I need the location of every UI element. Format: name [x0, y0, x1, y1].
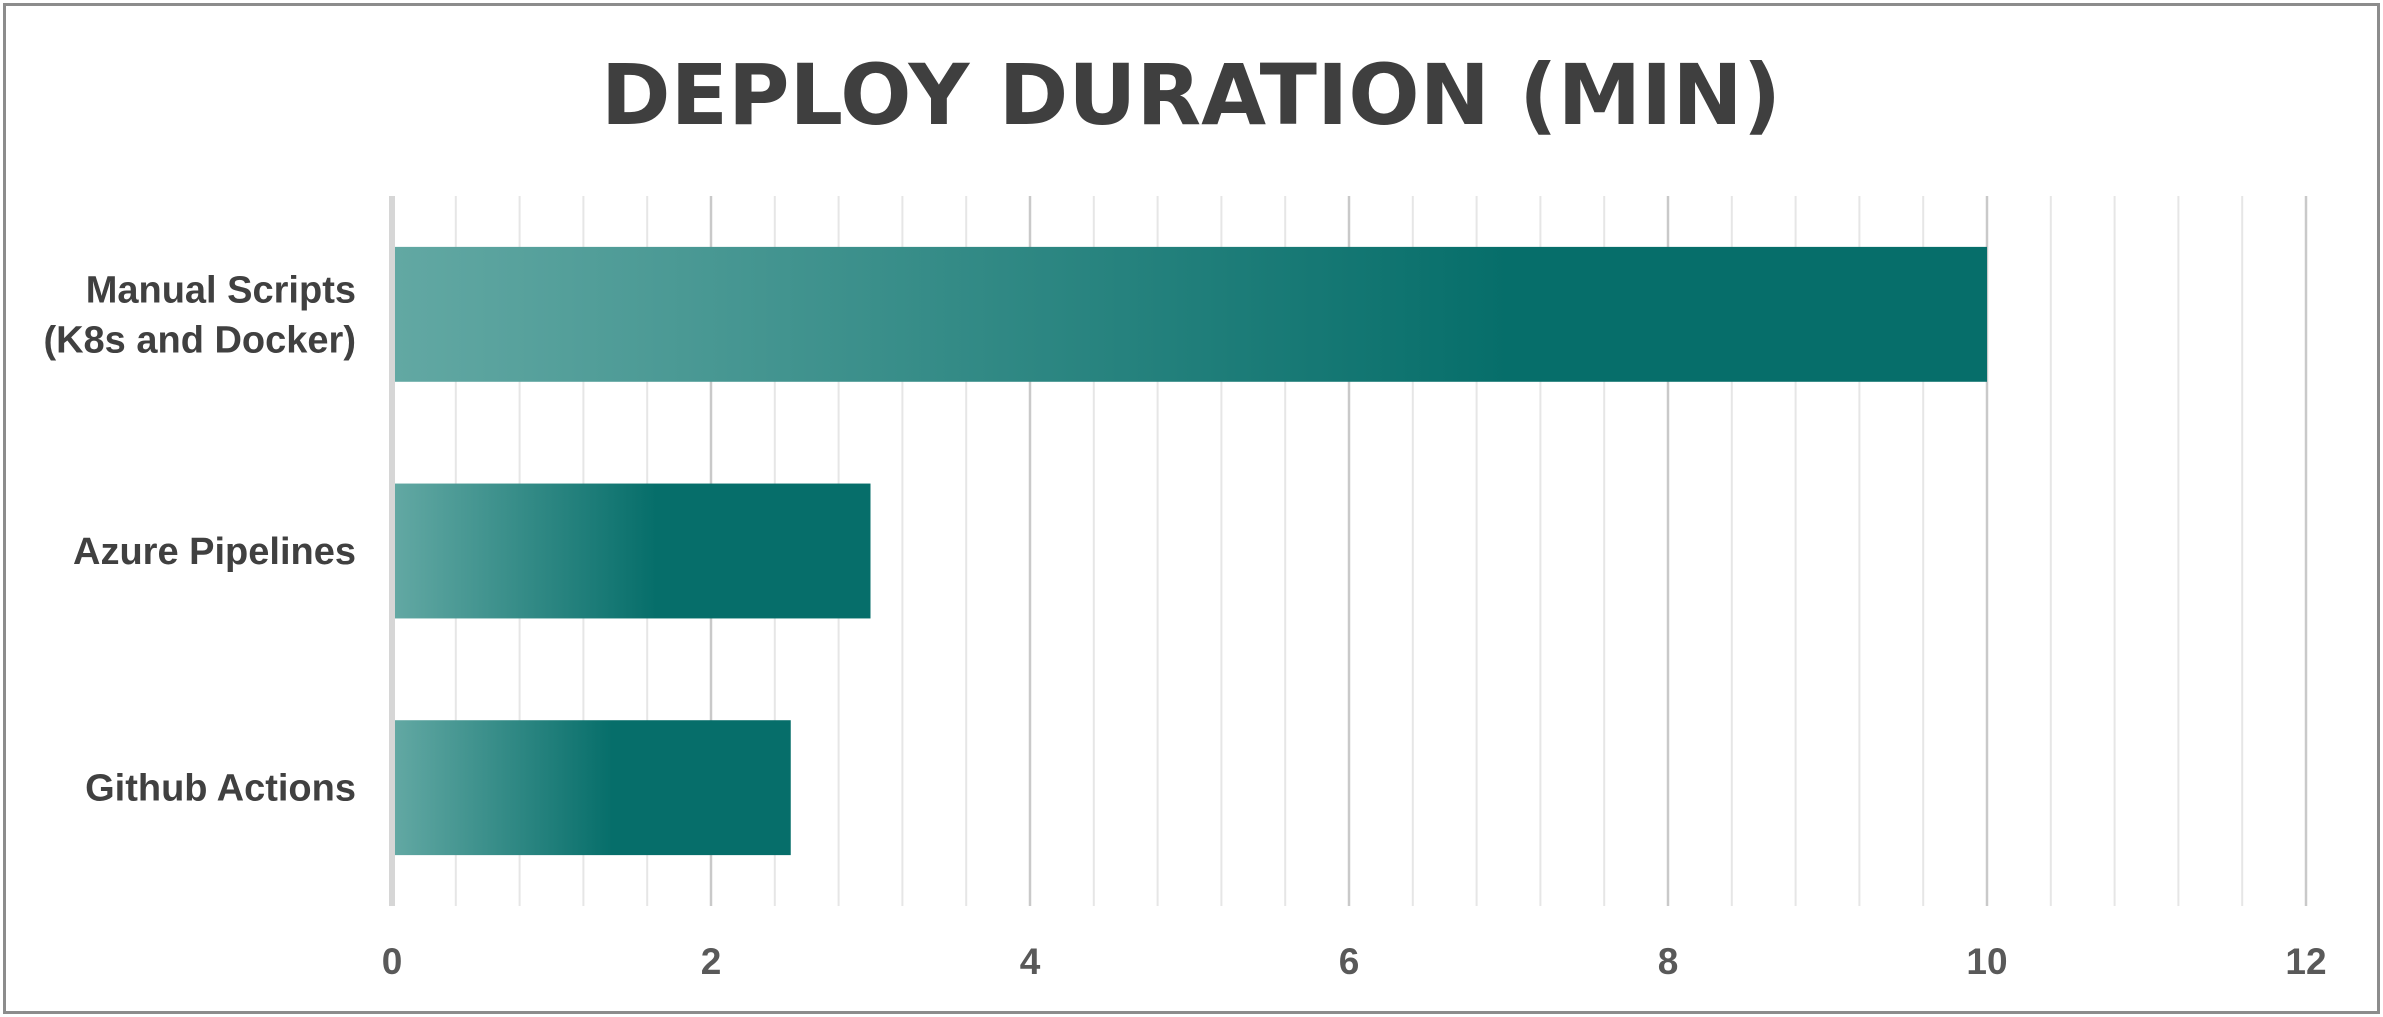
- bar: [395, 483, 871, 619]
- chart-frame: DEPLOY DURATION (MIN) Manual Scripts (K8s…: [3, 3, 2380, 1014]
- category-label: (K8s and Docker): [43, 319, 356, 361]
- x-tick-label: 12: [2285, 941, 2326, 982]
- bar: [395, 720, 791, 856]
- deploy-duration-chart: DEPLOY DURATION (MIN) Manual Scripts (K8s…: [43, 46, 2327, 982]
- x-tick-label: 8: [1658, 941, 1679, 982]
- category-label: Azure Pipelines: [73, 531, 356, 573]
- x-axis-tick-labels: 0 2 4 6 8 10 12: [382, 941, 2327, 982]
- chart-title: DEPLOY DURATION (MIN): [601, 46, 1781, 144]
- category-label: Manual Scripts: [86, 269, 356, 311]
- bars-layer: [395, 246, 1987, 856]
- x-tick-label: 2: [701, 941, 722, 982]
- x-tick-label: 10: [1966, 941, 2007, 982]
- x-tick-label: 0: [382, 941, 403, 982]
- x-tick-label: 4: [1020, 941, 1041, 982]
- bar: [395, 246, 1987, 382]
- category-labels: Manual Scripts (K8s and Docker) Azure Pipe…: [43, 269, 356, 809]
- x-tick-label: 6: [1339, 941, 1360, 982]
- category-label: Github Actions: [85, 768, 356, 810]
